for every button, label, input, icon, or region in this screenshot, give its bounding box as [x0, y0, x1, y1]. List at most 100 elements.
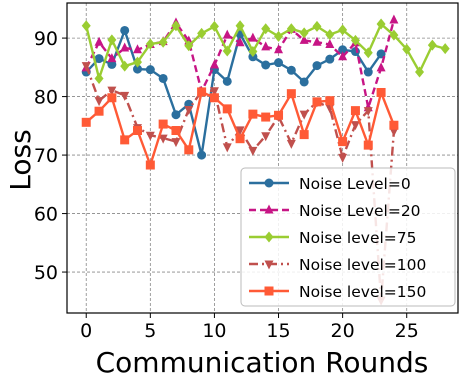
data-point [286, 89, 296, 99]
data-point [264, 260, 274, 270]
data-point [389, 127, 399, 137]
data-point [402, 43, 412, 55]
legend-item: Noise level=150 [249, 283, 426, 301]
legend-label: Noise level=150 [299, 283, 426, 301]
x-tick-label: 5 [144, 320, 156, 342]
y-tick-label: 50 [34, 262, 58, 284]
y-tick-label: 70 [34, 145, 58, 167]
data-point [363, 67, 373, 77]
data-point [299, 77, 309, 87]
data-point [363, 140, 373, 150]
data-point [325, 96, 335, 106]
data-point [389, 29, 399, 41]
data-point [158, 119, 168, 129]
legend-label: Noise level=100 [299, 256, 426, 274]
data-point [350, 121, 360, 131]
data-point [338, 24, 348, 36]
data-point [376, 18, 386, 30]
data-point [222, 104, 232, 114]
legend-label: Noise Level=20 [299, 202, 421, 220]
data-point [325, 54, 335, 64]
data-point [94, 54, 104, 64]
data-point [350, 106, 360, 116]
data-point [222, 29, 232, 39]
data-point [120, 135, 130, 145]
legend-item: Noise Level=20 [249, 202, 421, 220]
legend: Noise Level=0 Noise Level=20 Noise level=7… [240, 167, 456, 307]
data-point [209, 59, 219, 69]
data-point [389, 14, 399, 24]
legend-box [240, 167, 456, 307]
data-point [133, 44, 143, 54]
data-point [427, 39, 437, 51]
x-axis-label: Communication Rounds [96, 346, 429, 379]
data-point [235, 37, 245, 47]
data-point [197, 150, 207, 160]
data-point [264, 204, 274, 214]
data-point [222, 45, 232, 57]
x-tick-label: 0 [80, 320, 92, 342]
data-point [209, 20, 219, 32]
data-point [171, 138, 181, 148]
data-point [261, 60, 271, 70]
data-point [107, 93, 117, 103]
data-point [299, 110, 309, 120]
series-layer [81, 14, 450, 306]
data-point [389, 120, 399, 130]
data-point [312, 97, 322, 107]
data-point [338, 45, 348, 55]
data-point [363, 47, 373, 59]
data-point [133, 56, 143, 68]
data-point [197, 87, 207, 97]
legend-label: Noise Level=0 [299, 175, 411, 193]
data-point [299, 34, 309, 44]
data-point [248, 46, 258, 58]
data-point [145, 160, 155, 170]
data-point [261, 41, 271, 51]
data-point [94, 97, 104, 107]
data-point [312, 61, 322, 71]
data-point [312, 36, 322, 46]
series-3 [81, 18, 450, 84]
data-point [350, 34, 360, 46]
data-point [286, 139, 296, 149]
data-point [299, 27, 309, 39]
data-point [235, 20, 245, 32]
data-point [120, 25, 130, 35]
data-point [376, 62, 386, 72]
data-point [235, 126, 245, 136]
data-point [107, 86, 117, 96]
data-point [312, 20, 322, 32]
data-point [264, 178, 274, 188]
data-point [261, 112, 271, 122]
data-point [158, 36, 168, 48]
data-point [133, 64, 143, 74]
data-point [299, 130, 309, 140]
data-point [171, 110, 181, 120]
data-point [274, 58, 284, 68]
data-point [264, 231, 274, 243]
data-point [158, 134, 168, 144]
data-point [94, 72, 104, 84]
data-point [133, 126, 143, 136]
data-point [376, 87, 386, 97]
data-point [325, 29, 335, 41]
y-tick-label: 90 [34, 28, 58, 50]
data-point [184, 145, 194, 155]
data-point [158, 73, 168, 83]
legend-item: Noise Level=0 [249, 175, 411, 193]
data-point [363, 107, 373, 117]
data-point [222, 143, 232, 153]
data-point [81, 20, 91, 32]
data-point [338, 137, 348, 147]
data-point [209, 87, 219, 97]
x-tick-label: 15 [266, 320, 290, 342]
data-point [261, 23, 271, 35]
data-point [440, 43, 450, 55]
data-point [274, 44, 284, 54]
y-tick-label: 80 [34, 87, 58, 109]
data-point [120, 60, 130, 72]
data-point [184, 105, 194, 115]
x-tick-label: 10 [202, 320, 226, 342]
